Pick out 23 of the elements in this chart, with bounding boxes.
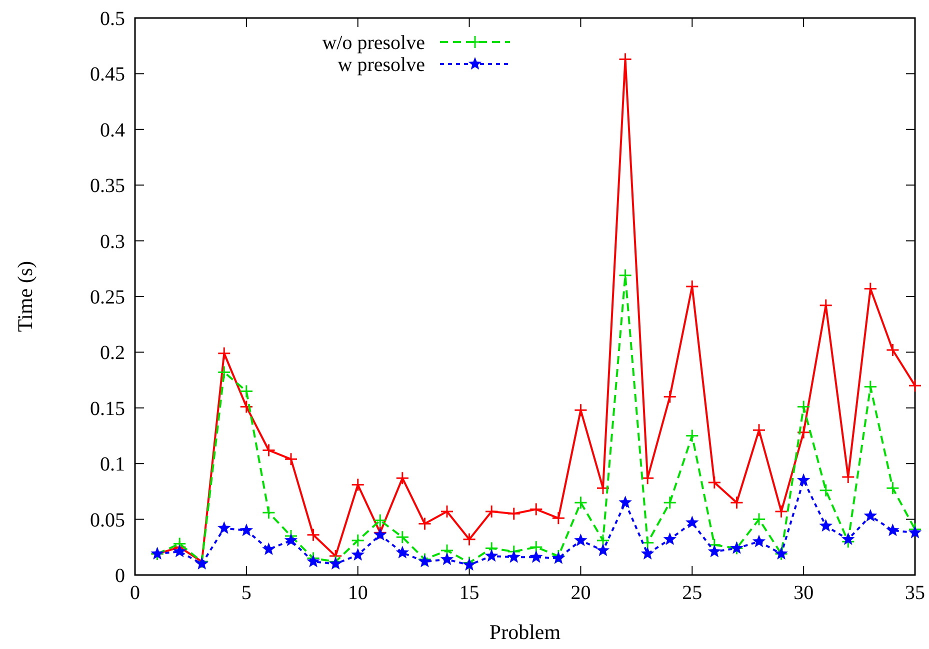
y-tick-label: 0 (115, 565, 125, 587)
y-tick-label: 0.3 (100, 230, 125, 253)
x-tick-label: 25 (682, 582, 702, 604)
y-axis-title: Time (s) (13, 261, 37, 332)
x-axis-title: Problem (489, 620, 561, 644)
y-tick-label: 0.05 (90, 509, 125, 532)
x-tick-label: 35 (905, 582, 925, 604)
x-tick-label: 20 (570, 582, 591, 604)
x-tick-label: 0 (130, 582, 140, 604)
y-tick-label: 0.25 (90, 286, 125, 308)
legend-label: w presolve (338, 54, 426, 76)
y-tick-label: 0.15 (90, 398, 125, 420)
x-tick-label: 5 (241, 582, 252, 604)
x-tick-label: 15 (459, 582, 480, 604)
y-tick-label: 0.2 (100, 342, 125, 364)
y-tick-label: 0.1 (100, 454, 125, 476)
legend-label: w/o presolve (322, 32, 426, 54)
y-tick-label: 0.35 (90, 175, 125, 198)
y-tick-label: 0.45 (90, 64, 125, 86)
x-tick-label: 30 (794, 582, 814, 604)
x-tick-label: 10 (348, 582, 368, 604)
y-tick-label: 0.5 (100, 8, 125, 30)
y-tick-label: 0.4 (100, 119, 125, 142)
